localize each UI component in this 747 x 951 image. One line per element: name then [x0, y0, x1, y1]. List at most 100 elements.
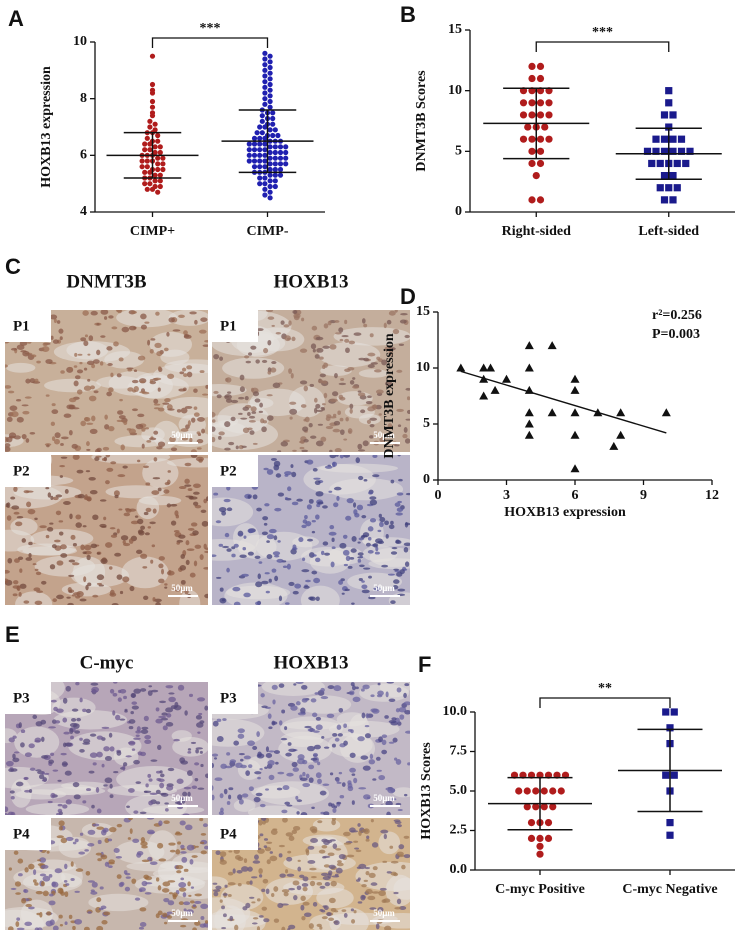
nucleus: [240, 417, 248, 420]
dot: [277, 155, 284, 161]
nucleus: [308, 777, 314, 783]
nucleus: [112, 692, 118, 697]
nucleus: [378, 413, 382, 416]
nucleus: [349, 767, 356, 773]
nucleus: [158, 820, 163, 826]
dot: [528, 99, 536, 107]
nucleus: [86, 441, 90, 447]
nucleus: [316, 347, 324, 353]
nucleus: [8, 867, 12, 871]
nucleus: [355, 686, 359, 690]
nucleus: [88, 395, 97, 402]
nucleus: [79, 598, 87, 602]
nucleus: [252, 860, 261, 864]
nucleus: [357, 443, 363, 450]
panel-letter: D: [400, 284, 416, 309]
scale-label: 50μm: [171, 793, 193, 803]
x-tick-label: 0: [435, 488, 442, 503]
nucleus: [141, 391, 150, 395]
nucleus: [108, 865, 113, 869]
nucleus: [68, 914, 73, 919]
dot: [149, 53, 156, 59]
row-label: P4: [220, 826, 237, 842]
nucleus: [257, 848, 265, 854]
nucleus: [247, 866, 253, 872]
dot: [144, 186, 150, 192]
y-tick-label: 7.5: [450, 744, 468, 759]
nucleus: [184, 710, 188, 716]
nucleus: [149, 521, 156, 525]
nucleus: [83, 544, 92, 551]
dot: [270, 115, 276, 122]
nucleus: [124, 886, 131, 892]
nucleus: [361, 688, 365, 692]
nucleus: [376, 694, 383, 698]
nucleus: [54, 868, 63, 874]
nucleus: [254, 771, 262, 775]
nucleus: [135, 423, 144, 430]
nucleus: [167, 470, 171, 473]
nucleus: [193, 560, 198, 567]
nucleus: [369, 499, 378, 506]
point: [609, 441, 619, 450]
nucleus: [321, 735, 325, 739]
nucleus: [90, 385, 95, 390]
point: [502, 374, 511, 383]
nucleus: [23, 776, 29, 780]
dot: [155, 138, 161, 144]
nucleus: [157, 744, 162, 750]
nucleus: [105, 455, 111, 458]
nucleus: [238, 412, 243, 415]
nucleus: [322, 403, 326, 406]
nucleus: [249, 430, 255, 435]
nucleus: [383, 833, 388, 840]
nucleus: [153, 403, 161, 406]
nucleus: [241, 866, 249, 872]
label-tab: [212, 310, 258, 342]
nucleus: [141, 726, 149, 730]
point: [524, 341, 534, 350]
nucleus: [257, 776, 261, 780]
nucleus: [361, 514, 367, 519]
nucleus: [284, 602, 290, 605]
nucleus: [374, 551, 380, 555]
annotation: r²=0.256: [652, 308, 702, 323]
nucleus: [194, 762, 200, 766]
nucleus: [309, 826, 318, 832]
nucleus: [390, 551, 398, 555]
nucleus: [25, 903, 32, 908]
nucleus: [60, 891, 65, 896]
stroma: [30, 529, 94, 548]
nucleus: [75, 514, 82, 520]
nucleus: [385, 533, 389, 539]
nucleus: [161, 888, 170, 893]
nucleus: [8, 435, 15, 439]
nucleus: [331, 546, 336, 550]
nucleus: [289, 408, 298, 415]
dot: [660, 172, 669, 180]
dot: [262, 96, 268, 102]
nucleus: [303, 438, 309, 443]
nucleus: [48, 726, 56, 729]
dot: [665, 184, 673, 192]
nucleus: [202, 823, 208, 828]
nucleus: [143, 790, 148, 793]
nucleus: [83, 340, 89, 347]
nucleus: [149, 792, 158, 795]
nucleus: [276, 558, 284, 563]
point: [524, 419, 534, 428]
nucleus: [92, 514, 99, 521]
nucleus: [196, 439, 204, 444]
nucleus: [384, 715, 389, 719]
nucleus: [182, 813, 190, 815]
nucleus: [182, 892, 187, 898]
nucleus: [252, 917, 259, 920]
nucleus: [361, 584, 368, 590]
nucleus: [372, 543, 379, 548]
nucleus: [117, 310, 123, 314]
stroma: [104, 351, 145, 369]
nucleus: [263, 838, 269, 841]
nucleus: [290, 372, 294, 379]
nucleus: [96, 826, 104, 830]
nucleus: [157, 387, 161, 392]
